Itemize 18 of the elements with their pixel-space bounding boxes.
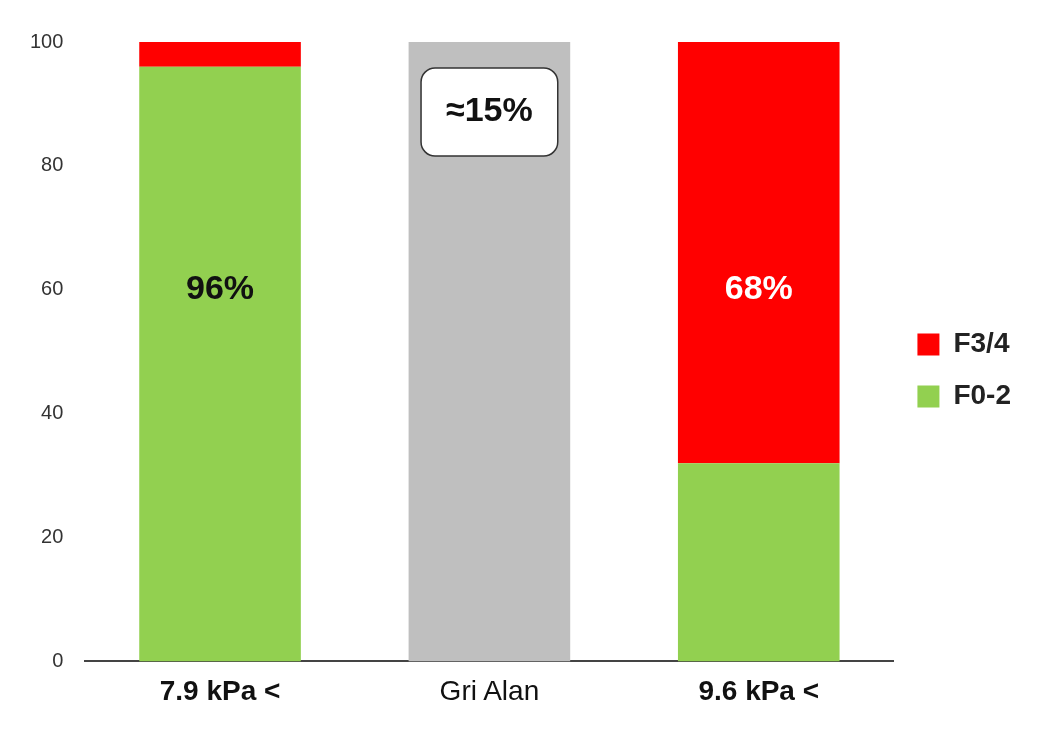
data-label: 96%: [186, 268, 255, 307]
y-tick-label: 40: [41, 401, 64, 424]
bar: [139, 66, 301, 662]
legend-label: F3/4: [953, 327, 1010, 359]
x-tick-label: 7.9 kPa <: [159, 674, 281, 706]
x-tick-label: Gri Alan: [439, 674, 540, 706]
bar: [139, 42, 301, 67]
y-tick-label: 100: [29, 29, 64, 52]
y-tick-label: 60: [41, 277, 64, 300]
annotation: ≈15%: [446, 90, 533, 129]
y-tick-label: 80: [41, 153, 64, 176]
data-label: 68%: [724, 268, 793, 307]
y-tick-label: 20: [41, 525, 64, 548]
bar: [677, 42, 840, 464]
y-tick-label: 0: [52, 648, 64, 671]
legend-label: F0-2: [953, 379, 1012, 411]
x-tick-label: 9.6 kPa <: [698, 674, 820, 706]
bar: [677, 463, 840, 662]
